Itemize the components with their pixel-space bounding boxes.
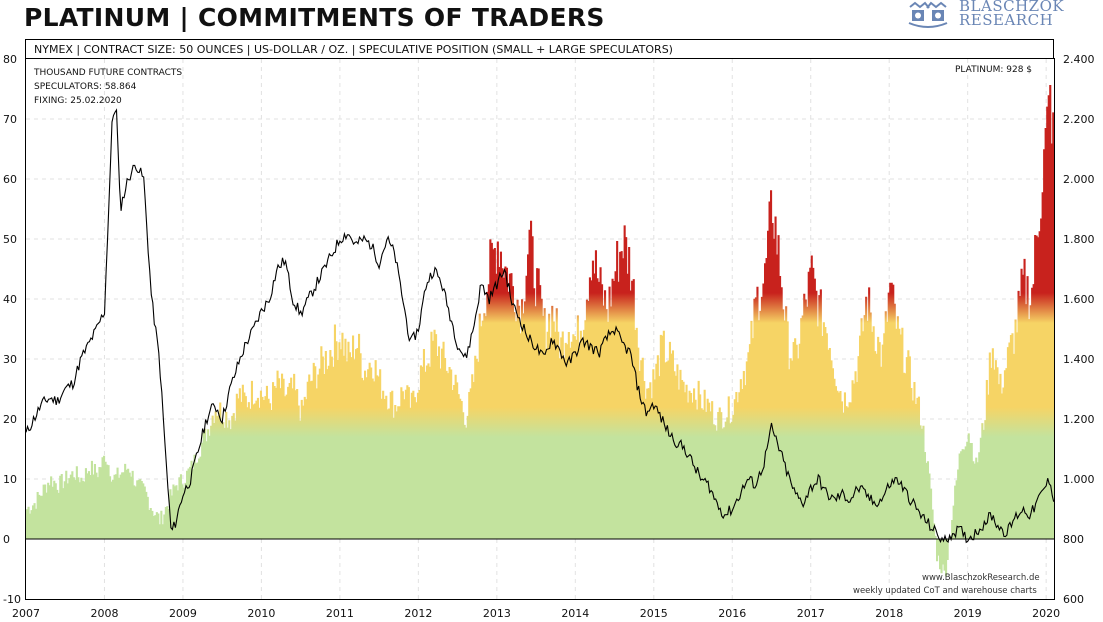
source-website: www.BlaschzokResearch.de xyxy=(922,573,1040,583)
x-tick-label: 2007 xyxy=(12,607,40,620)
x-tick-label: 2013 xyxy=(483,607,511,620)
source-tagline: weekly updated CoT and warehouse charts xyxy=(853,586,1037,596)
x-tick-label: 2010 xyxy=(247,607,275,620)
left-tick-label: 50 xyxy=(3,233,17,246)
x-tick-label: 2015 xyxy=(640,607,668,620)
x-tick-label: 2011 xyxy=(326,607,354,620)
x-tick-label: 2020 xyxy=(1032,607,1060,620)
platinum-price-value: PLATINUM: 928 $ xyxy=(955,65,1033,75)
left-tick-label: 80 xyxy=(3,53,17,66)
left-tick-label: 30 xyxy=(3,353,17,366)
page-title: PLATINUM | COMMITMENTS OF TRADERS xyxy=(24,3,605,32)
x-tick-label: 2012 xyxy=(404,607,432,620)
speculators-area xyxy=(26,85,1054,577)
logo-line-2: RESEARCH xyxy=(959,11,1054,29)
x-tick-label: 2019 xyxy=(954,607,982,620)
right-tick-label: 2.400 xyxy=(1063,53,1095,66)
left-tick-label: 10 xyxy=(3,473,17,486)
right-tick-label: 1.400 xyxy=(1063,353,1095,366)
right-tick-label: 2.000 xyxy=(1063,173,1095,186)
x-tick-label: 2016 xyxy=(718,607,746,620)
right-tick-label: 1.600 xyxy=(1063,293,1095,306)
plot-frame xyxy=(25,58,1055,600)
axis-ticks: -10 0 10 20 30 40 50 60 70 80 600 800 1.000 1.200 1.40… xyxy=(3,53,1095,620)
x-tick-label: 2017 xyxy=(797,607,825,620)
right-tick-label: 600 xyxy=(1063,593,1084,606)
x-tick-label: 2008 xyxy=(90,607,118,620)
x-tick-label: 2018 xyxy=(875,607,903,620)
units-label: THOUSAND FUTURE CONTRACTS xyxy=(34,68,183,78)
speculators-value: SPECULATORS: 58.864 xyxy=(34,82,137,92)
right-tick-label: 2.200 xyxy=(1063,113,1095,126)
fixing-date: FIXING: 25.02.2020 xyxy=(34,96,122,106)
left-tick-label: 40 xyxy=(3,293,17,306)
x-tick-label: 2009 xyxy=(169,607,197,620)
owl-logo-icon xyxy=(908,1,948,28)
brand-logo: BLASCHZOK RESEARCH xyxy=(905,0,1095,30)
logo-line-1: BLASCHZOK xyxy=(959,0,1065,15)
right-tick-label: 1.200 xyxy=(1063,413,1095,426)
right-tick-label: 800 xyxy=(1063,533,1084,546)
left-tick-label: 20 xyxy=(3,413,17,426)
left-tick-label: 60 xyxy=(3,173,17,186)
right-tick-label: 1.000 xyxy=(1063,473,1095,486)
right-tick-label: 1.800 xyxy=(1063,233,1095,246)
chart-subtitle: NYMEX | CONTRACT SIZE: 50 OUNCES | US-DO… xyxy=(25,39,1054,58)
left-tick-label: 70 xyxy=(3,113,17,126)
x-tick-label: 2014 xyxy=(561,607,589,620)
left-tick-label: 0 xyxy=(3,533,10,546)
left-tick-label: -10 xyxy=(3,593,21,606)
platinum-price-line xyxy=(26,108,1054,544)
